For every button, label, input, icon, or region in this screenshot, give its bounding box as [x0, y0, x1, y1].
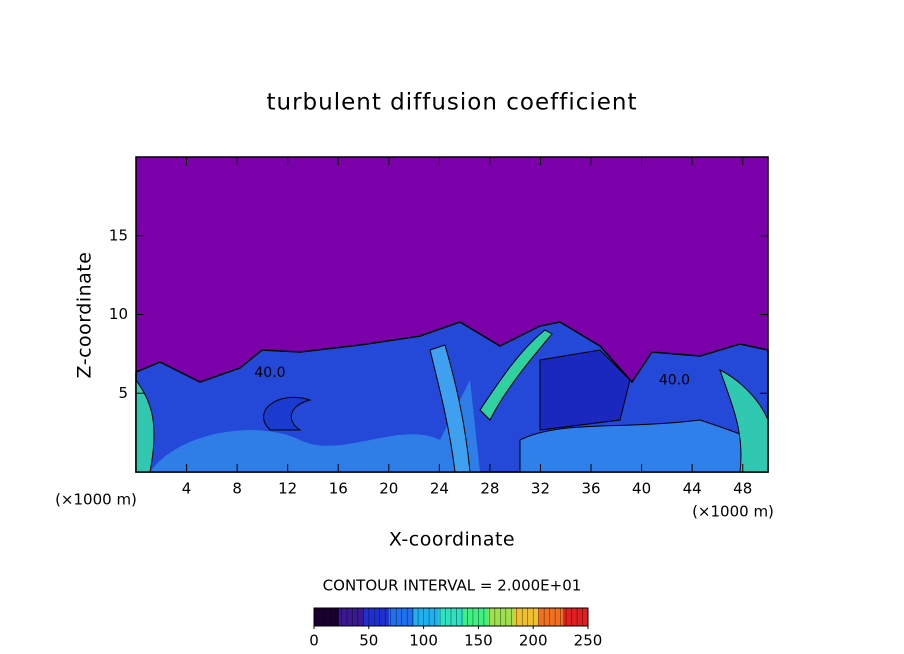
field-patch: [539, 349, 631, 431]
colorbar-swatch: [463, 608, 489, 626]
y-tick-label: 15: [109, 226, 128, 244]
x-tick-label: 36: [581, 480, 600, 498]
colorbar-tick-label: 250: [574, 632, 603, 650]
contour-label: 40.0: [659, 373, 690, 389]
colorbar-swatch: [314, 608, 340, 626]
colorbar-swatch: [413, 608, 440, 626]
colorbar-tick-label: 200: [519, 632, 548, 650]
x-tick-label: 24: [430, 480, 449, 498]
y-unit-label: (×1000 m): [692, 503, 774, 521]
x-tick-label: 16: [329, 480, 348, 498]
x-tick-label: 32: [531, 480, 550, 498]
field-patch: [263, 396, 312, 431]
field: [135, 157, 769, 473]
field-patch: [150, 380, 480, 472]
y-axis-label: Z-coordinate: [74, 252, 96, 379]
x-tick-label: 8: [232, 480, 242, 498]
colorbar-tick-label: 150: [464, 632, 493, 650]
colorbar-tick-label: 0: [309, 632, 319, 650]
colorbar-swatch: [563, 608, 589, 626]
colorbar-swatch: [513, 608, 539, 626]
x-tick-label: 20: [379, 480, 398, 498]
x-tick-label: 12: [278, 480, 297, 498]
colorbar-swatch: [363, 608, 390, 626]
x-tick-label: 48: [733, 480, 752, 498]
colorbar-tick-label: 50: [359, 632, 378, 650]
x-tick-label: 44: [683, 480, 702, 498]
colorbar-frame: [313, 607, 589, 627]
x-unit-label: (×1000 m): [55, 491, 137, 509]
chart-title: turbulent diffusion coefficient: [266, 90, 637, 116]
colorbar-tick-label: 100: [409, 632, 438, 650]
colorbar-swatch: [538, 608, 564, 626]
contour-interval: CONTOUR INTERVAL = 2.000E+01: [323, 577, 582, 595]
colorbar-swatch: [488, 608, 514, 626]
field-patch: [479, 329, 553, 421]
y-tick-label: 5: [118, 384, 128, 402]
x-axis-label: X-coordinate: [389, 529, 515, 551]
x-tick-label: 4: [182, 480, 192, 498]
x-tick-label: 28: [480, 480, 499, 498]
y-tick-label: 10: [109, 305, 128, 323]
colorbar-swatch: [338, 608, 365, 626]
x-tick-label: 40: [632, 480, 651, 498]
contour-label: 40.0: [254, 365, 285, 381]
